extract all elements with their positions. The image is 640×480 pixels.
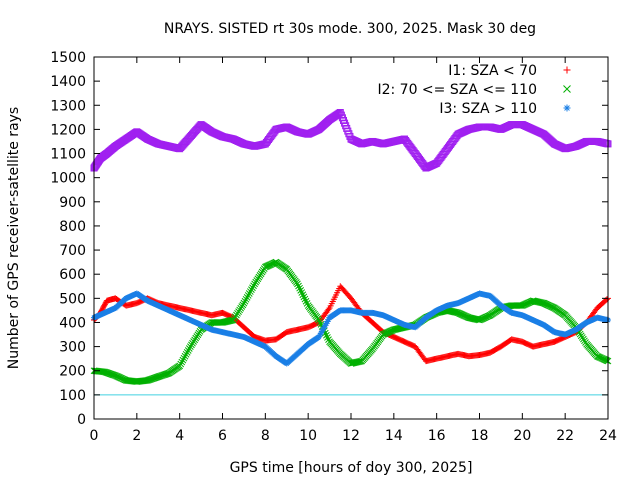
chart-title: NRAYS. SISTED rt 30s mode. 300, 2025. Ma… [164,21,536,37]
data-point-interp [246,288,254,295]
data-point-interp [299,291,307,299]
y-axis-title: Number of GPS receiver-satellite rays [6,107,22,369]
x-tick-label: 18 [471,428,489,444]
x-tick-label: 16 [428,428,446,444]
data-point-interp [242,295,250,303]
data-point-interp [318,330,325,337]
x-tick-label: 12 [342,428,360,444]
data-point-interp [184,347,192,354]
x-tick-label: 0 [90,428,99,444]
data-point-interp [249,284,256,292]
data-point-interp [180,354,188,362]
series-3 [91,290,611,367]
y-tick-label: 1000 [50,171,86,187]
data-point-interp [324,334,331,341]
data-point-interp [302,297,310,305]
y-tick-label: 400 [59,315,86,331]
x-tick-label: 6 [218,428,227,444]
y-tick-label: 900 [59,195,86,211]
data-point-interp [298,289,306,296]
legend-label: I3: SZA > 110 [439,101,537,117]
data-point-interp [319,328,326,335]
legend-marker [563,66,571,74]
data-point-interp [320,326,327,333]
series-1 [91,283,611,365]
data-point [315,316,323,324]
legend: I1: SZA < 70 I2: 70 <= SZA <= 110 I3: SZA … [377,63,571,117]
y-tick-label: 200 [59,364,86,380]
data-point-interp [182,350,190,358]
x-tick-label: 20 [513,428,531,444]
series-2 [90,258,612,385]
data-point-interp [324,318,331,325]
axis-ticks: 0100200300400500600700800900100011001200… [50,50,617,444]
data-point-interp [178,358,186,366]
y-tick-label: 800 [59,219,86,235]
data-point-interp [323,331,330,339]
data-point-interp [325,316,332,323]
data-point-interp [321,324,328,331]
data-point-interp [250,282,257,290]
data-point-interp [295,282,302,290]
data-point-interp [177,360,185,368]
x-tick-label: 2 [132,428,141,444]
y-tick-label: 700 [59,243,86,259]
y-tick-label: 0 [77,412,86,428]
legend-label: I2: 70 <= SZA <= 110 [377,82,537,98]
data-point-interp [241,297,249,305]
data-point-interp [181,352,189,360]
data-point-interp [244,292,252,299]
x-axis-title: GPS time [hours of doy 300, 2025] [230,460,473,476]
y-tick-label: 600 [59,267,86,283]
legend-marker [563,104,571,112]
x-tick-label: 22 [556,428,574,444]
data-point-interp [325,306,332,313]
data-point-interp [296,284,303,292]
series-layer [90,109,612,385]
data-point-interp [243,294,251,301]
data-point-interp [179,356,187,364]
data-point-interp [185,345,193,352]
series-4 [90,109,612,172]
data-point-interp [300,293,308,301]
data-point-interp [183,349,191,356]
data-point-interp [356,358,363,365]
data-point-interp [248,286,255,293]
data-point [315,333,322,340]
x-tick-label: 14 [385,428,403,444]
data-point [240,299,248,307]
x-tick-label: 8 [261,428,270,444]
data-point-interp [164,370,172,377]
data-point-interp [322,322,329,329]
data-point-interp [316,318,324,326]
data-point-interp [323,320,330,327]
data-point-interp [316,332,323,339]
legend-marker [563,85,571,93]
data-point-interp [301,295,309,303]
data-point [294,280,301,288]
data-point-interp [245,290,253,297]
data-point-interp [303,300,311,307]
y-tick-label: 1300 [50,98,86,114]
legend-label: I1: SZA < 70 [448,63,537,79]
x-tick-label: 24 [599,428,617,444]
y-tick-label: 500 [59,291,86,307]
data-point-interp [297,287,305,294]
data-point [176,362,184,370]
y-tick-label: 1400 [50,74,86,90]
data-point-interp [325,336,332,343]
y-tick-label: 300 [59,340,86,356]
x-tick-label: 4 [175,428,184,444]
y-tick-label: 1500 [50,50,86,66]
y-tick-label: 1200 [50,122,86,138]
data-point-interp [603,296,610,303]
x-tick-label: 10 [299,428,317,444]
y-tick-label: 1100 [50,147,86,163]
y-tick-label: 100 [59,388,86,404]
